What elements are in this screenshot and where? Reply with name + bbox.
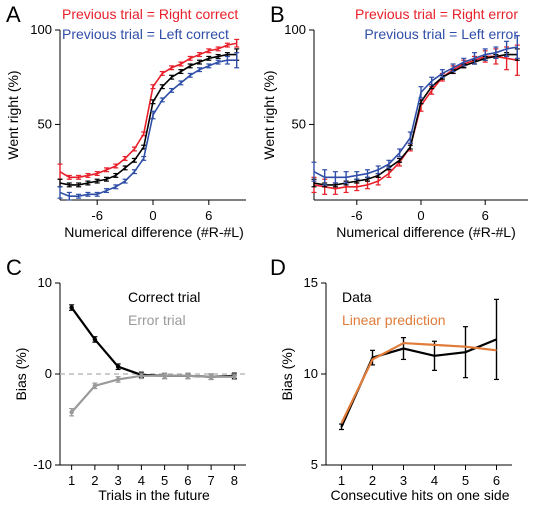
x-tick-label: 6	[205, 208, 212, 223]
legend-entry: Error trial	[128, 312, 186, 328]
y-tick-label: -10	[33, 457, 52, 472]
y-tick-label: 5	[311, 457, 318, 472]
x-tick-label: 0	[417, 208, 424, 223]
x-tick-label: 3	[400, 473, 407, 488]
series-line	[59, 42, 237, 179]
x-tick-label: 2	[91, 473, 98, 488]
data-point	[92, 337, 98, 342]
legend-entry: Previous trial = Left correct	[62, 26, 229, 42]
x-tick-label: 5	[161, 473, 168, 488]
x-tick-label: 2	[369, 473, 376, 488]
x-tick-label: 8	[231, 473, 238, 488]
x-tick-label: 6	[493, 473, 500, 488]
x-tick-label: 3	[115, 473, 122, 488]
y-tick-label: 50	[292, 116, 306, 131]
x-axis-label: Consecutive hits on one side	[331, 487, 510, 503]
data-point	[115, 377, 121, 382]
data-point	[208, 374, 214, 379]
series-linear-prediction	[340, 341, 497, 424]
series-error-trial	[69, 372, 237, 417]
panel-letter: C	[6, 255, 22, 280]
data-point	[69, 305, 74, 310]
data-point	[92, 383, 98, 389]
panel-letter: B	[270, 2, 285, 27]
y-tick-label: 100	[284, 22, 306, 37]
data-point	[139, 373, 144, 379]
series-line	[340, 341, 497, 424]
series-previous-trial-left-error	[311, 35, 520, 186]
series-overall	[57, 48, 240, 188]
series-line	[313, 46, 518, 179]
y-tick-label: 10	[304, 366, 318, 381]
y-tick-label: 0	[45, 366, 52, 381]
legend-entry: Data	[342, 289, 372, 305]
x-axis-label: Trials in the future	[98, 487, 210, 503]
legend-entry: Linear prediction	[342, 312, 446, 328]
data-point	[69, 410, 74, 415]
x-tick-label: 1	[338, 473, 345, 488]
panel-letter: A	[6, 2, 21, 27]
series-line	[59, 53, 237, 186]
legend-entry: Previous trial = Right error	[355, 6, 518, 22]
legend-entry: Previous trial = Left error	[364, 26, 518, 42]
data-point	[232, 374, 237, 379]
x-tick-label: 7	[208, 473, 215, 488]
x-tick-label: 6	[184, 473, 191, 488]
x-tick-label: 0	[149, 208, 156, 223]
x-axis-label: Numerical difference (#R-#L)	[64, 224, 243, 240]
x-tick-label: -6	[351, 208, 363, 223]
x-tick-label: 4	[138, 473, 145, 488]
y-tick-label: 10	[38, 275, 52, 290]
x-axis-label: Numerical difference (#R-#L)	[336, 224, 515, 240]
y-tick-label: 15	[304, 275, 318, 290]
series-line	[70, 374, 235, 413]
x-tick-label: 5	[462, 473, 469, 488]
y-axis-label: Bias (%)	[13, 348, 29, 401]
x-tick-label: 6	[482, 208, 489, 223]
y-axis-label: Went right (%)	[261, 70, 277, 159]
y-axis-label: Bias (%)	[279, 348, 295, 401]
series-previous-trial-left-correct	[57, 52, 240, 201]
series-previous-trial-right-error	[311, 44, 520, 195]
series-line	[340, 338, 497, 428]
series-line	[59, 59, 237, 198]
x-tick-label: -6	[91, 208, 103, 223]
data-point	[185, 373, 191, 379]
legend-entry: Previous trial = Right correct	[62, 6, 238, 22]
y-axis-label: Went right (%)	[5, 70, 21, 159]
panel-c: C -10 0 10 1 2 3 4 5 6 7 8 Trials in the future Bias …	[6, 255, 246, 503]
y-tick-label: 50	[38, 116, 52, 131]
x-tick-label: 1	[68, 473, 75, 488]
series-previous-trial-right-correct	[57, 38, 240, 180]
panel-letter: D	[270, 255, 286, 280]
y-tick-label: 100	[30, 22, 52, 37]
data-point	[162, 373, 167, 379]
series-line	[313, 53, 518, 186]
x-tick-label: 4	[431, 473, 438, 488]
legend-entry: Correct trial	[128, 289, 200, 305]
data-point	[115, 364, 121, 369]
